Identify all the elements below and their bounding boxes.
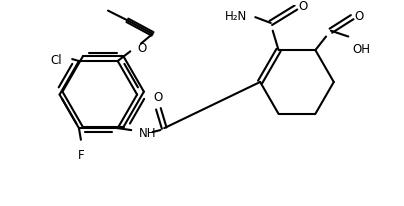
Text: O: O: [137, 42, 146, 55]
Text: OH: OH: [352, 43, 370, 56]
Text: O: O: [298, 0, 307, 13]
Text: NH: NH: [139, 126, 156, 139]
Text: O: O: [154, 90, 163, 103]
Text: H₂N: H₂N: [225, 10, 248, 23]
Text: Cl: Cl: [51, 53, 63, 66]
Text: O: O: [354, 10, 363, 23]
Text: F: F: [78, 148, 84, 161]
